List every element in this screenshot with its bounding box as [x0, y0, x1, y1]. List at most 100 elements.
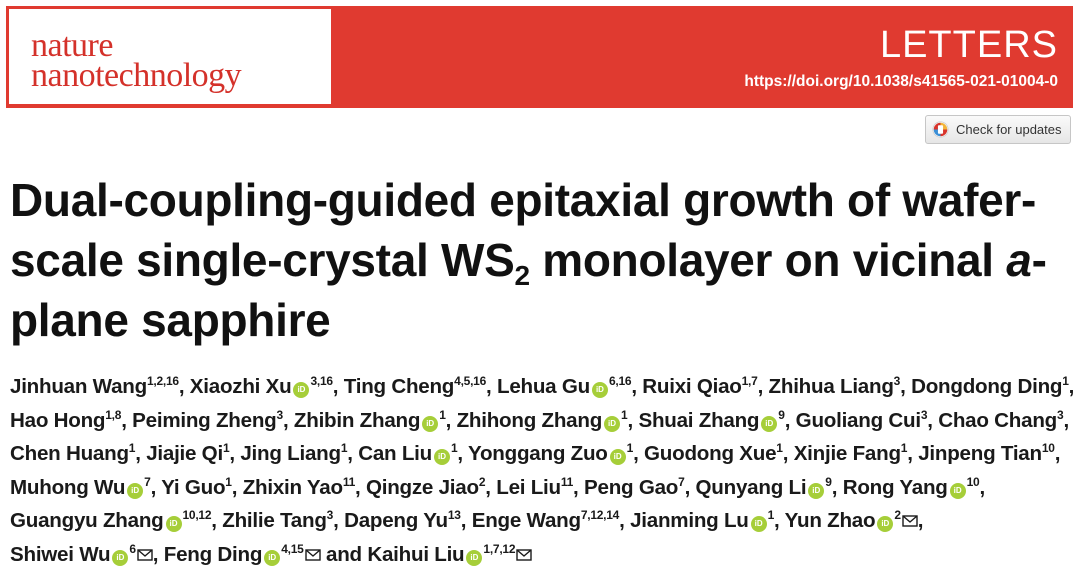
author-affiliation: 10: [1041, 441, 1055, 455]
author-item: Shuai Zhang iD9,: [638, 407, 791, 432]
author-item: Dapeng Yu13,: [344, 508, 467, 532]
author-name[interactable]: Hao Hong: [10, 408, 106, 432]
author-affiliation: 10: [966, 474, 980, 489]
author-name[interactable]: Dongdong Ding: [911, 375, 1063, 398]
author-item: Jinhuan Wang1,2,16,: [10, 374, 185, 398]
orcid-icon[interactable]: iD: [165, 516, 182, 532]
author-name[interactable]: Qunyang Li: [695, 475, 807, 499]
envelope-icon[interactable]: [902, 515, 918, 527]
author-item: Shiwei Wu iD6,: [10, 541, 159, 566]
author-name[interactable]: Muhong Wu: [10, 475, 126, 499]
orcid-icon[interactable]: iD: [750, 516, 767, 532]
author-name[interactable]: Zhixin Yao: [242, 475, 343, 499]
author-name[interactable]: Xinjie Fang: [793, 442, 901, 465]
orcid-icon[interactable]: iD: [877, 516, 894, 532]
author-item: Jianming Lu iD1,: [630, 508, 780, 532]
author-affiliation: 3: [920, 407, 928, 422]
check-for-updates-label: Check for updates: [956, 122, 1062, 137]
author-name[interactable]: Kaihui Liu: [367, 542, 465, 566]
author-item: Lehua Gu iD6,16,: [496, 374, 637, 398]
author-name[interactable]: Qingze Jiao: [365, 475, 479, 499]
author-name[interactable]: Can Liu: [358, 442, 432, 465]
check-for-updates-button[interactable]: Check for updates: [925, 115, 1071, 144]
orcid-icon[interactable]: iD: [112, 549, 129, 566]
author-name[interactable]: Jing Liang: [240, 442, 341, 465]
author-item: Jinpeng Tian10,: [918, 441, 1061, 465]
author-name[interactable]: Zhilie Tang: [222, 509, 327, 532]
author-name[interactable]: Peiming Zheng: [132, 408, 277, 432]
author-item: Rong Yang iD10,: [842, 474, 985, 499]
author-affiliation: 4,15: [281, 541, 304, 556]
author-affiliation: 7: [678, 474, 685, 489]
author-name[interactable]: Enge Wang: [471, 509, 581, 532]
orcid-icon[interactable]: iD: [591, 382, 608, 398]
author-name[interactable]: Jiajie Qi: [146, 442, 223, 465]
author-affiliation: 3: [1057, 407, 1064, 422]
orcid-icon[interactable]: iD: [761, 415, 778, 432]
author-item: Peiming Zheng3,: [132, 407, 289, 432]
orcid-icon[interactable]: iD: [808, 482, 825, 499]
orcid-icon[interactable]: iD: [293, 382, 310, 398]
author-name[interactable]: Guangyu Zhang: [10, 509, 164, 532]
envelope-icon[interactable]: [304, 548, 321, 561]
envelope-icon[interactable]: [516, 548, 532, 561]
orcid-icon[interactable]: iD: [604, 415, 621, 432]
author-name[interactable]: Rong Yang: [842, 475, 948, 499]
author-affiliation: 6,16: [608, 374, 632, 388]
author-name[interactable]: Guodong Xue: [644, 442, 777, 465]
author-name[interactable]: Peng Gao: [584, 475, 679, 499]
author-name[interactable]: Chao Chang: [938, 408, 1057, 432]
author-name[interactable]: Yi Guo: [161, 475, 226, 499]
orcid-icon[interactable]: iD: [609, 449, 626, 465]
author-name[interactable]: Jinpeng Tian: [918, 442, 1042, 465]
author-item: Enge Wang7,12,14,: [471, 508, 625, 532]
article-title: Dual-coupling-guided epitaxial growth of…: [10, 170, 1070, 350]
author-item: Xiaozhi Xu iD3,16,: [189, 374, 339, 398]
author-item: Qingze Jiao2,: [365, 474, 491, 499]
author-affiliation: 1: [1062, 374, 1069, 388]
author-item: Xinjie Fang1,: [793, 441, 913, 465]
author-item: Yun Zhao iD2,: [784, 508, 924, 532]
doi-link[interactable]: https://doi.org/10.1038/s41565-021-01004…: [744, 73, 1058, 90]
author-name[interactable]: Yun Zhao: [784, 509, 876, 532]
author-name[interactable]: Zhihong Zhang: [456, 408, 603, 432]
author-item: Zhihua Liang3,: [768, 374, 906, 398]
title-part2: monolayer on vicinal: [529, 234, 1007, 286]
author-item: Yi Guo1,: [161, 474, 238, 499]
author-affiliation: 3: [893, 374, 901, 388]
author-affiliation: 1: [340, 441, 348, 455]
orcid-icon[interactable]: iD: [127, 482, 144, 499]
author-name[interactable]: Shiwei Wu: [10, 542, 111, 566]
orcid-icon[interactable]: iD: [422, 415, 439, 432]
logo-nanotechnology: nanotechnology: [31, 57, 242, 94]
author-name[interactable]: Zhibin Zhang: [293, 408, 421, 432]
orcid-icon[interactable]: iD: [949, 482, 966, 499]
author-affiliation: 1: [450, 441, 458, 455]
author-name[interactable]: Jinhuan Wang: [10, 375, 147, 398]
author-name[interactable]: Ruixi Qiao: [642, 375, 742, 398]
orcid-icon[interactable]: iD: [433, 449, 450, 465]
orcid-icon[interactable]: iD: [264, 549, 281, 566]
author-item: Kaihui Liu iD1,7,12: [367, 543, 532, 566]
author-affiliation: 3: [326, 508, 334, 522]
author-name[interactable]: Chen Huang: [10, 442, 129, 465]
orcid-icon[interactable]: iD: [466, 549, 483, 566]
author-name[interactable]: Feng Ding: [163, 542, 263, 566]
journal-logo[interactable]: nature nanotechnology: [8, 8, 332, 105]
author-item: Zhilie Tang3,: [222, 508, 339, 532]
author-name[interactable]: Yonggang Zuo: [468, 442, 608, 465]
author-name[interactable]: Lei Liu: [496, 475, 561, 499]
author-item: Peng Gao7,: [584, 474, 691, 499]
envelope-icon[interactable]: [137, 548, 153, 561]
author-name[interactable]: Lehua Gu: [496, 375, 590, 398]
author-affiliation: 2: [478, 474, 486, 489]
author-name[interactable]: Shuai Zhang: [638, 408, 760, 432]
author-affiliation: 10,12: [182, 508, 212, 522]
author-name[interactable]: Guoliang Cui: [795, 408, 921, 432]
author-name[interactable]: Ting Cheng: [343, 375, 455, 398]
author-name[interactable]: Xiaozhi Xu: [189, 375, 292, 398]
author-item: Lei Liu11,: [496, 474, 579, 499]
author-name[interactable]: Jianming Lu: [630, 509, 749, 532]
author-name[interactable]: Zhihua Liang: [768, 375, 894, 398]
author-name[interactable]: Dapeng Yu: [344, 509, 448, 532]
